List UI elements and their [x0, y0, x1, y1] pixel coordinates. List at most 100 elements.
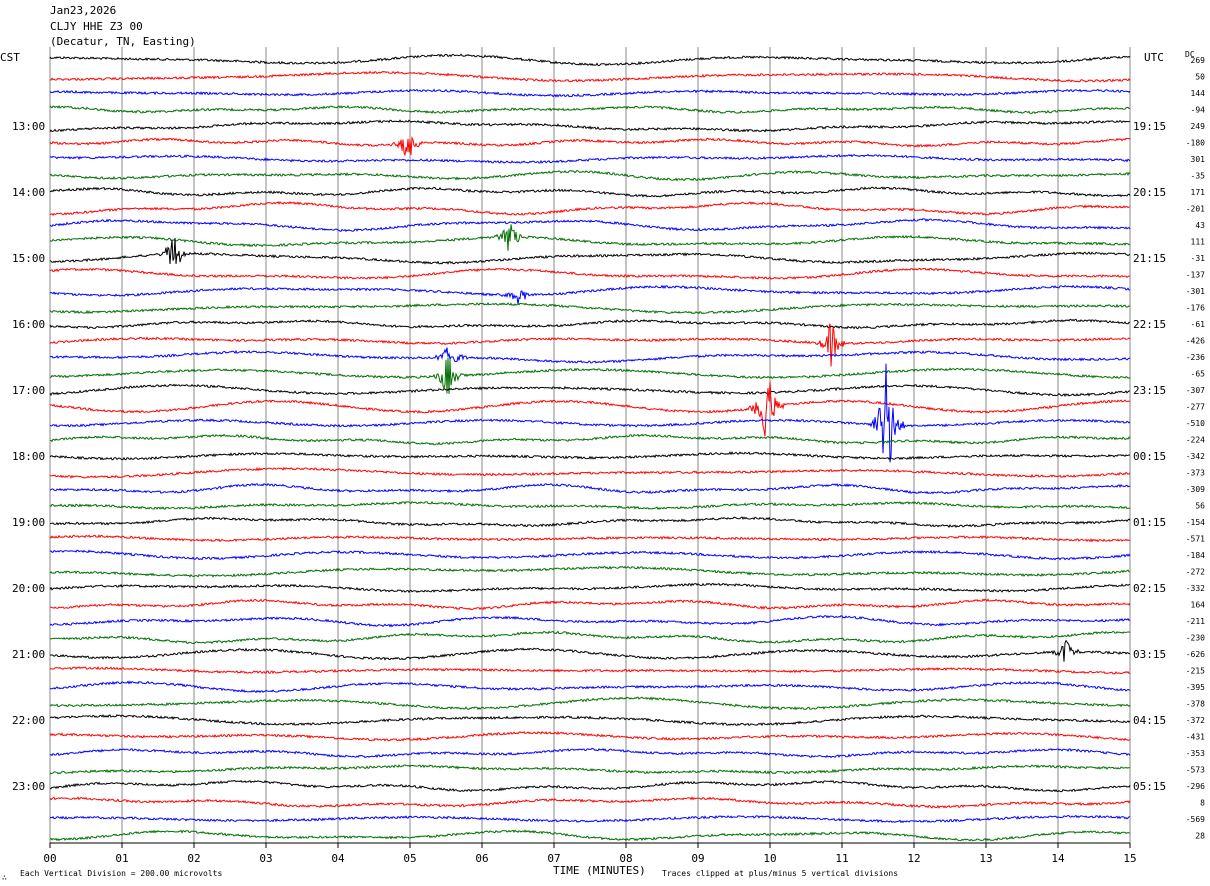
dc-offset-label: 56 — [1195, 502, 1205, 511]
right-time-label: 20:15 — [1133, 186, 1166, 199]
clip-note: Traces clipped at plus/minus 5 vertical … — [662, 869, 898, 878]
dc-offset-label: 269 — [1191, 56, 1206, 65]
dc-offset-label: -184 — [1186, 551, 1205, 560]
trace-31-green — [49, 565, 1131, 578]
dc-offset-label: -373 — [1186, 469, 1205, 478]
trace-38-blue — [49, 680, 1131, 694]
dc-offset-label: -211 — [1186, 617, 1205, 626]
minute-gridlines — [49, 47, 1131, 843]
time-labels: 13:00 14:00 15:00 16:00 17:00 18:00 19:00 20:00… — [12, 56, 1205, 841]
dc-offset-label: 111 — [1191, 238, 1206, 247]
x-tick-label: 10 — [763, 852, 776, 865]
dc-offset-label: -277 — [1186, 403, 1205, 412]
trace-7-green — [49, 170, 1131, 182]
left-timezone-label: CST — [0, 51, 20, 64]
left-time-label: 21:00 — [12, 648, 45, 661]
dc-offset-label: -571 — [1186, 535, 1205, 544]
dc-offset-label: 249 — [1191, 122, 1206, 131]
dc-offset-label: -342 — [1186, 452, 1205, 461]
trace-36-black — [49, 639, 1131, 662]
trace-47-green — [49, 829, 1131, 842]
left-time-label: 16:00 — [12, 318, 45, 331]
trace-23-green — [49, 433, 1131, 446]
trace-17-red — [49, 323, 1131, 367]
x-tick-label: 09 — [691, 852, 704, 865]
x-tick-label: 03 — [259, 852, 272, 865]
dc-offset-label: -569 — [1186, 815, 1205, 824]
left-time-label: 19:00 — [12, 516, 45, 529]
trace-39-green — [49, 696, 1131, 711]
x-tick-label: 12 — [907, 852, 920, 865]
x-tick-label: 14 — [1051, 852, 1065, 865]
trace-33-red — [50, 598, 1131, 611]
dc-offset-label: -230 — [1186, 634, 1205, 643]
dc-offset-label: -626 — [1186, 650, 1205, 659]
x-tick-label: 06 — [475, 852, 488, 865]
dc-offset-label: -215 — [1186, 667, 1205, 676]
trace-16-black — [49, 318, 1131, 330]
dc-offset-label: -35 — [1191, 172, 1206, 181]
seismic-traces — [49, 53, 1131, 842]
dc-offset-label: 28 — [1195, 832, 1205, 841]
left-time-label: 14:00 — [12, 186, 45, 199]
trace-22-blue — [49, 363, 1131, 463]
trace-34-blue — [49, 615, 1131, 628]
left-time-label: 22:00 — [12, 714, 45, 727]
trace-11-green — [49, 224, 1131, 251]
header-date: Jan23,2026 — [50, 4, 117, 17]
right-time-label: 21:15 — [1133, 252, 1166, 265]
trace-27-green — [49, 500, 1131, 510]
x-tick-label: 15 — [1123, 852, 1136, 865]
trace-26-blue — [49, 482, 1131, 495]
dc-offset-label: -31 — [1191, 254, 1206, 263]
right-time-label: 05:15 — [1133, 780, 1166, 793]
dc-offset-label: -307 — [1186, 386, 1205, 395]
dc-offset-label: -353 — [1186, 749, 1205, 758]
trace-21-red — [49, 381, 1131, 437]
x-axis: 00 01 02 03 04 05 06 07 08 09 10 11 12 13 14 15 — [43, 842, 1137, 865]
dc-offset-label: -332 — [1186, 584, 1205, 593]
dc-offset-label: -510 — [1186, 419, 1205, 428]
x-tick-label: 05 — [403, 852, 416, 865]
right-time-label: 02:15 — [1133, 582, 1166, 595]
left-time-label: 13:00 — [12, 120, 45, 133]
dc-offset-label: -94 — [1191, 106, 1206, 115]
dc-offset-label: -224 — [1186, 436, 1205, 445]
right-time-label: 22:15 — [1133, 318, 1166, 331]
dc-offset-label: -426 — [1186, 337, 1205, 346]
trace-4-black — [49, 119, 1131, 133]
trace-42-blue — [49, 747, 1131, 759]
dc-offset-label: 144 — [1191, 89, 1206, 98]
trace-15-green — [49, 302, 1131, 315]
dc-offset-label: -301 — [1186, 287, 1205, 296]
trace-20-black — [49, 383, 1131, 397]
dc-offset-label: -309 — [1186, 485, 1205, 494]
right-time-label: 03:15 — [1133, 648, 1166, 661]
dc-offset-label: -272 — [1186, 568, 1205, 577]
x-tick-label: 11 — [835, 852, 848, 865]
trace-12-black — [49, 237, 1131, 265]
dc-offset-label: -431 — [1186, 733, 1205, 742]
trace-3-green — [49, 104, 1131, 115]
left-time-label: 17:00 — [12, 384, 45, 397]
dc-offset-label: -154 — [1186, 518, 1205, 527]
header-location: (Decatur, TN, Easting) — [50, 35, 196, 48]
dc-offset-label: -395 — [1186, 683, 1205, 692]
trace-24-black — [49, 451, 1131, 461]
left-time-label: 18:00 — [12, 450, 45, 463]
dc-offset-label: 301 — [1191, 155, 1206, 164]
dc-offset-label: -61 — [1191, 320, 1206, 329]
trace-45-red — [49, 796, 1131, 809]
dc-offset-label: 50 — [1195, 73, 1205, 82]
trace-32-black — [49, 582, 1131, 594]
dc-offset-label: 171 — [1191, 188, 1206, 197]
trace-14-blue — [49, 284, 1131, 305]
x-tick-label: 01 — [115, 852, 128, 865]
trace-5-red — [49, 136, 1131, 156]
dc-offset-label: -236 — [1186, 353, 1205, 362]
trace-8-black — [49, 186, 1131, 198]
trace-9-red — [49, 200, 1131, 216]
trace-29-red — [49, 534, 1131, 543]
trace-6-blue — [49, 153, 1131, 164]
dc-offset-label: 43 — [1195, 221, 1205, 230]
